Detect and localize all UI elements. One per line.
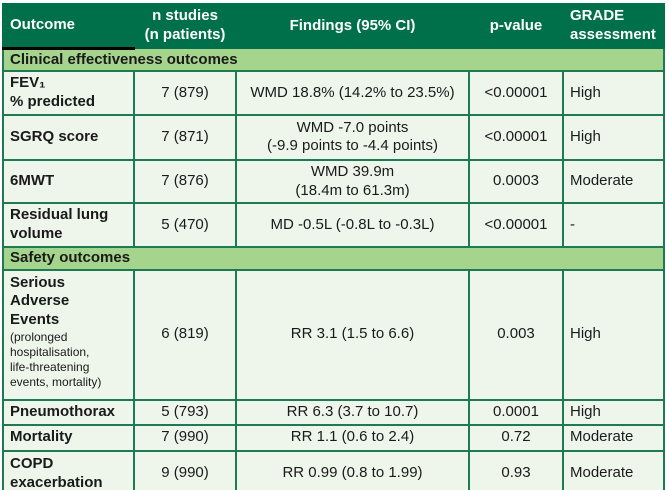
- table-row: COPD exacerbation 9 (990) RR 0.99 (0.8 t…: [2, 449, 665, 490]
- cell-p-value: 0.72: [468, 423, 564, 452]
- cell-findings: WMD 18.8% (14.2% to 23.5%): [235, 70, 470, 116]
- cell-outcome: FEV₁ % predicted: [2, 70, 135, 116]
- cell-n-studies: 7 (871): [133, 113, 237, 161]
- section-title: Clinical effectiveness outcomes: [2, 46, 665, 73]
- cell-n-studies: 7 (876): [133, 158, 237, 205]
- cell-p-value: <0.00001: [468, 202, 564, 248]
- cell-grade: High: [562, 268, 665, 401]
- header-row: Outcome n studies (n patients) Findings …: [2, 3, 665, 50]
- cell-grade: Moderate: [562, 449, 665, 490]
- cell-p-value: 0.93: [468, 449, 564, 490]
- cell-grade: Moderate: [562, 423, 665, 452]
- table-row: 6MWT 7 (876) WMD 39.9m (18.4m to 61.3m) …: [2, 158, 665, 205]
- outcome-note: (prolonged hospitalisation, life-threate…: [10, 329, 102, 390]
- cell-outcome: Serious Adverse Events (prolonged hospita…: [2, 268, 135, 401]
- cell-p-value: 0.0001: [468, 398, 564, 426]
- column-header-grade: GRADE assessment: [562, 3, 665, 49]
- table-row: Mortality 7 (990) RR 1.1 (0.6 to 2.4) 0.…: [2, 423, 665, 452]
- cell-n-studies: 5 (470): [133, 202, 237, 248]
- column-header-outcome: Outcome: [2, 3, 135, 50]
- cell-findings: RR 0.99 (0.8 to 1.99): [235, 449, 470, 490]
- cell-n-studies: 7 (879): [133, 70, 237, 116]
- cell-grade: High: [562, 70, 665, 116]
- cell-p-value: <0.00001: [468, 113, 564, 161]
- cell-findings: WMD 39.9m (18.4m to 61.3m): [235, 158, 470, 205]
- cell-findings: WMD -7.0 points (-9.9 points to -4.4 poi…: [235, 113, 470, 161]
- cell-grade: High: [562, 113, 665, 161]
- section-title: Safety outcomes: [2, 245, 665, 271]
- cell-outcome: Residual lung volume: [2, 202, 135, 248]
- table-row: SGRQ score 7 (871) WMD -7.0 points (-9.9…: [2, 113, 665, 161]
- section-row-safety: Safety outcomes: [2, 245, 665, 271]
- cell-findings: RR 1.1 (0.6 to 2.4): [235, 423, 470, 452]
- column-header-findings: Findings (95% CI): [235, 3, 470, 49]
- cell-n-studies: 9 (990): [133, 449, 237, 490]
- cell-outcome: Mortality: [2, 423, 135, 452]
- cell-grade: Moderate: [562, 158, 665, 205]
- cell-findings: MD -0.5L (-0.8L to -0.3L): [235, 202, 470, 248]
- cell-outcome: 6MWT: [2, 158, 135, 205]
- table-row: Residual lung volume 5 (470) MD -0.5L (-…: [2, 202, 665, 248]
- cell-grade: High: [562, 398, 665, 426]
- cell-outcome: Pneumothorax: [2, 398, 135, 426]
- outcome-main: Serious Adverse Events: [10, 273, 70, 329]
- cell-outcome: COPD exacerbation: [2, 449, 135, 490]
- cell-p-value: <0.00001: [468, 70, 564, 116]
- cell-n-studies: 6 (819): [133, 268, 237, 401]
- table-row: Pneumothorax 5 (793) RR 6.3 (3.7 to 10.7…: [2, 398, 665, 426]
- column-header-n-studies: n studies (n patients): [133, 3, 237, 49]
- cell-findings: RR 3.1 (1.5 to 6.6): [235, 268, 470, 401]
- cell-findings: RR 6.3 (3.7 to 10.7): [235, 398, 470, 426]
- column-header-p-value: p-value: [468, 3, 564, 49]
- section-row-clinical: Clinical effectiveness outcomes: [2, 46, 665, 73]
- table-row: Serious Adverse Events (prolonged hospita…: [2, 268, 665, 401]
- cell-outcome: SGRQ score: [2, 113, 135, 161]
- cell-grade: -: [562, 202, 665, 248]
- grade-evidence-table: Outcome n studies (n patients) Findings …: [2, 3, 665, 490]
- cell-p-value: 0.0003: [468, 158, 564, 205]
- cell-n-studies: 5 (793): [133, 398, 237, 426]
- cell-p-value: 0.003: [468, 268, 564, 401]
- cell-n-studies: 7 (990): [133, 423, 237, 452]
- table-row: FEV₁ % predicted 7 (879) WMD 18.8% (14.2…: [2, 70, 665, 116]
